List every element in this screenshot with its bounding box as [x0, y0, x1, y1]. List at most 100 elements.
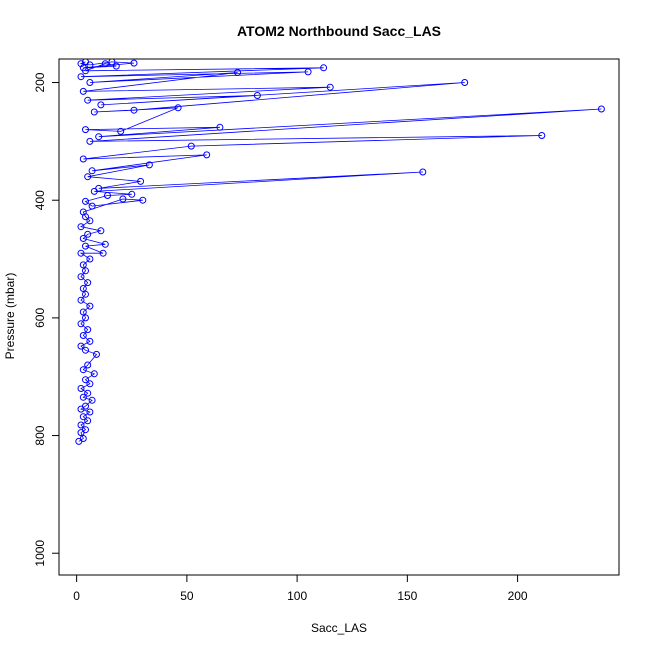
data-point — [253, 92, 261, 99]
data-point — [84, 361, 92, 369]
data-point — [86, 137, 94, 145]
data-point — [77, 296, 85, 304]
plot-area — [75, 59, 605, 445]
data-point — [77, 273, 85, 281]
data-point — [88, 396, 96, 404]
data-point — [84, 173, 92, 181]
data-point — [84, 279, 92, 287]
data-point — [82, 126, 89, 134]
series-line — [78, 61, 602, 442]
y-tick-label: 400 — [33, 190, 47, 210]
data-point — [79, 235, 87, 242]
data-point — [108, 59, 116, 66]
data-point — [79, 435, 87, 442]
data-point — [82, 290, 89, 298]
data-point — [128, 190, 136, 198]
data-point — [79, 155, 87, 163]
data-point — [90, 370, 98, 378]
data-point — [86, 217, 94, 225]
data-point — [79, 413, 87, 421]
data-point — [203, 151, 211, 159]
y-tick-label: 600 — [33, 308, 47, 328]
data-point — [79, 261, 87, 269]
data-point — [137, 177, 145, 185]
data-point — [82, 314, 89, 322]
data-point — [97, 101, 105, 109]
data-point — [101, 60, 109, 68]
data-point — [145, 161, 153, 169]
data-point — [84, 96, 92, 104]
y-tick-label: 1000 — [33, 540, 47, 567]
data-point — [90, 108, 98, 116]
data-point — [77, 421, 85, 429]
data-point — [82, 376, 89, 384]
x-tick-label: 200 — [508, 589, 528, 603]
data-point — [82, 197, 89, 205]
data-point — [86, 255, 94, 263]
data-point — [82, 426, 89, 434]
x-tick-label: 0 — [73, 589, 80, 603]
data-point — [82, 267, 89, 275]
data-point — [99, 249, 107, 257]
data-point — [79, 393, 87, 401]
data-point — [130, 106, 138, 114]
data-point — [82, 242, 89, 250]
y-axis: 200 400 600 800 1000 — [33, 72, 60, 567]
data-point — [187, 142, 195, 150]
data-point — [86, 79, 94, 86]
data-point — [79, 208, 87, 216]
x-tick-label: 50 — [180, 589, 194, 603]
data-point — [82, 402, 89, 410]
data-point — [79, 308, 87, 316]
y-axis-label: Pressure (mbar) — [3, 273, 17, 360]
data-point — [77, 342, 85, 350]
data-point — [304, 68, 312, 76]
data-point — [79, 366, 87, 374]
x-axis: 0 50 100 150 200 — [73, 574, 528, 603]
chart-title: ATOM2 Northbound Sacc_LAS — [237, 23, 441, 39]
data-point — [86, 408, 94, 416]
data-point — [77, 223, 85, 231]
data-point — [101, 240, 109, 248]
x-axis-label: Sacc_LAS — [311, 621, 367, 635]
data-point — [77, 60, 85, 68]
data-point — [461, 79, 469, 86]
data-point — [86, 302, 94, 310]
data-point — [82, 346, 89, 354]
data-point — [77, 73, 85, 81]
data-point — [86, 337, 94, 345]
data-point — [77, 249, 85, 257]
data-point — [88, 202, 96, 210]
data-point — [88, 167, 96, 175]
data-point — [79, 87, 87, 95]
data-point — [84, 417, 92, 425]
x-tick-label: 150 — [397, 589, 417, 603]
data-point — [84, 389, 92, 397]
data-point — [119, 195, 127, 203]
data-point — [86, 380, 94, 388]
data-point — [597, 105, 605, 113]
data-point — [97, 227, 105, 235]
data-point — [84, 326, 92, 334]
data-point — [216, 123, 224, 131]
data-point — [82, 59, 89, 66]
data-point — [117, 127, 125, 135]
data-point — [326, 83, 334, 91]
data-point — [130, 59, 138, 67]
data-point — [538, 132, 546, 139]
plot-frame — [58, 58, 620, 576]
data-point — [139, 196, 147, 204]
data-point — [77, 385, 85, 392]
data-point — [79, 64, 87, 72]
data-point — [234, 69, 242, 76]
y-tick-label: 800 — [33, 425, 47, 445]
data-point — [174, 104, 182, 112]
data-point — [93, 350, 100, 358]
data-point — [77, 320, 85, 328]
y-tick-label: 200 — [33, 72, 47, 92]
data-point — [419, 168, 427, 176]
data-point — [104, 192, 111, 199]
data-point — [79, 285, 87, 292]
data-point — [112, 62, 120, 70]
